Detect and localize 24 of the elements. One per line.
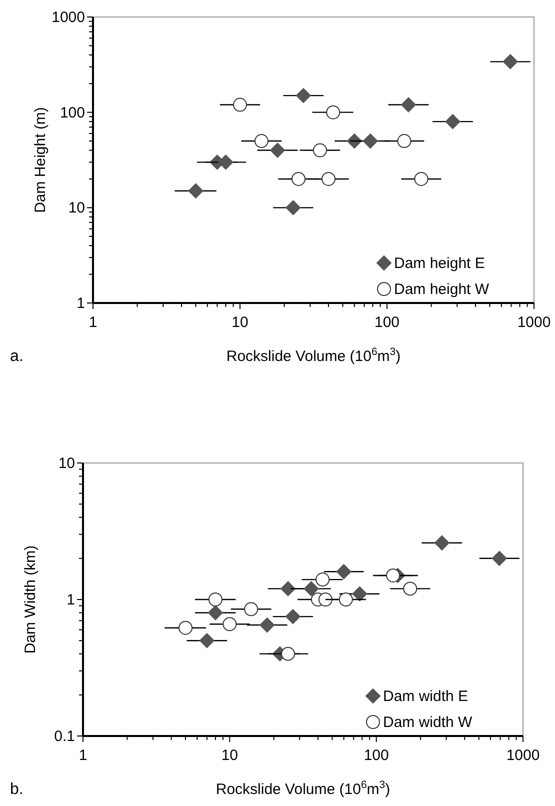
- legend-label: Dam height W: [394, 281, 490, 298]
- legend-label: Dam width W: [383, 714, 474, 731]
- y-tick-label: 10: [68, 200, 85, 217]
- y-tick-label: 1: [66, 592, 75, 608]
- x-axis-title: Rockslide Volume (10$^{6}$m$^{3}$): [216, 779, 390, 798]
- y-tick-label: 100: [60, 104, 85, 122]
- x-tick-label: 1000: [517, 314, 551, 331]
- text: a.: [10, 348, 24, 365]
- x-tick-label: 10: [232, 314, 248, 331]
- x-tick-label: 100: [364, 747, 389, 764]
- x-axis-title: Rockslide Volume (10$^{6}$m$^{3}$): [226, 346, 401, 365]
- text: b.: [10, 781, 24, 798]
- y-tick-label: 1000: [52, 9, 85, 26]
- legend-label: Dam height E: [394, 255, 485, 272]
- legend-label: Dam width E: [383, 688, 468, 705]
- x-tick-label: 1: [88, 314, 98, 331]
- y-axis-title: Dam Width (km): [22, 545, 39, 654]
- y-tick-label: 1: [76, 295, 85, 312]
- x-tick-label: 10: [221, 747, 238, 764]
- x-tick-label: 1000: [506, 747, 540, 764]
- y-tick-label: 0.1: [54, 728, 75, 745]
- y-axis-title: Dam Height (m): [32, 107, 49, 213]
- x-tick-label: 100: [374, 314, 400, 331]
- y-tick-label: 10: [58, 455, 75, 472]
